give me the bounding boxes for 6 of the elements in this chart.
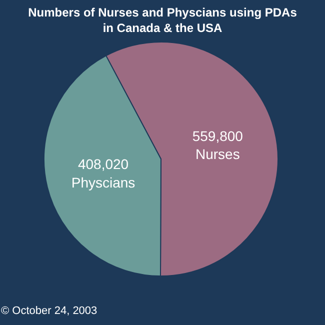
text: © October 24, 2003 (1, 305, 98, 317)
slice-label: Nurses (195, 146, 240, 162)
data-label: 408,020 (78, 156, 129, 172)
data-label: 559,800 (192, 128, 244, 144)
slice-label: Physcians (71, 174, 136, 190)
chart-title: Numbers of Nurses and Physcians using PDAs in Canada & the USA (28, 5, 298, 35)
